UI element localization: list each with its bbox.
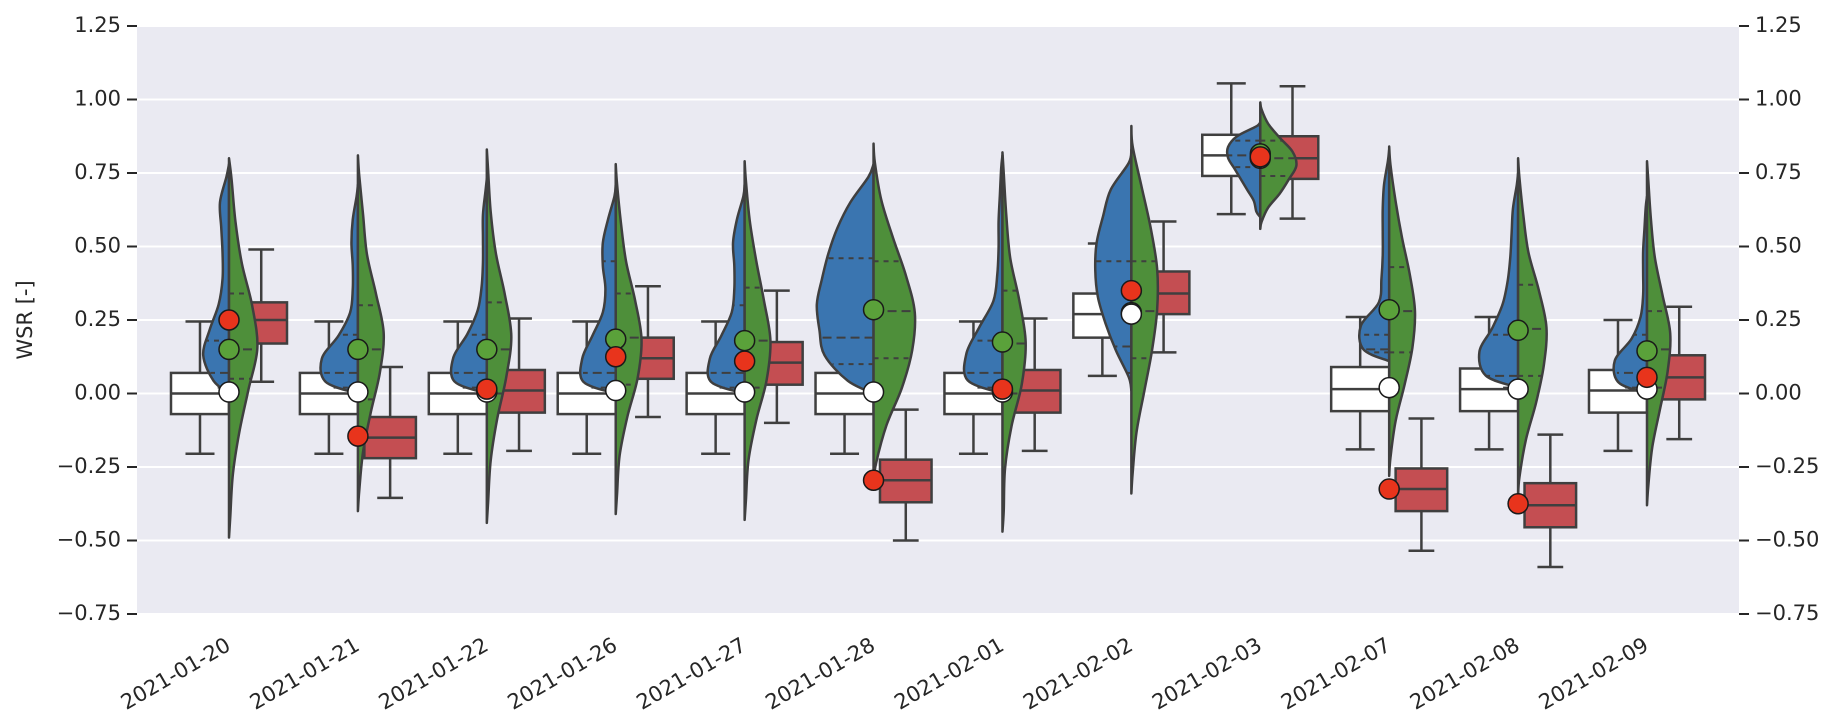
dot (1507, 378, 1529, 400)
violin-half (449, 177, 489, 395)
y2-tick-label: −0.25 (1755, 454, 1819, 478)
x-tick-label: 2021-02-02 (1019, 633, 1137, 715)
dot (1636, 366, 1658, 389)
x-tick-label: 2021-01-21 (246, 633, 364, 715)
dot (1378, 298, 1400, 321)
dot (991, 331, 1014, 353)
x-tick-label: 2021-01-22 (375, 633, 493, 715)
x-tick-label: 2021-02-07 (1277, 633, 1395, 715)
x-tick-label: 2021-02-01 (890, 633, 1008, 715)
x-tick-label: 2021-01-28 (761, 633, 879, 715)
y-tick-label: −0.75 (57, 601, 121, 625)
y2-tick-label: −0.50 (1755, 528, 1819, 552)
x-tick-label: 2021-02-09 (1535, 633, 1653, 715)
y-tick-label: −0.50 (57, 528, 121, 552)
dot (218, 338, 240, 361)
x-tick-label: 2021-01-27 (632, 633, 750, 715)
violin-half (614, 162, 643, 516)
y2-tick-label: −0.75 (1755, 601, 1819, 625)
dot (1378, 478, 1400, 500)
dot (1507, 493, 1529, 515)
violin-half (1225, 118, 1262, 219)
violin-half (815, 162, 875, 395)
x-tick-label: 2021-02-03 (1148, 633, 1266, 715)
dot (991, 378, 1014, 400)
dot (347, 338, 369, 361)
y-tick-label: 1.25 (74, 13, 121, 37)
violin-half (1130, 124, 1160, 495)
dot (1636, 340, 1658, 362)
dot (347, 425, 369, 447)
y-tick-label: 0.50 (74, 234, 121, 258)
violin-half (227, 157, 259, 539)
y2-tick-label: 1.25 (1755, 13, 1802, 37)
violin-half (201, 162, 231, 395)
violin-half (1645, 159, 1672, 507)
dot (862, 469, 885, 491)
violin-half (319, 183, 360, 395)
x-tick-label: 2021-01-20 (117, 633, 235, 715)
dot (347, 381, 369, 403)
dot (604, 346, 627, 368)
y-tick-label: 0.75 (74, 160, 121, 184)
dot (1507, 319, 1529, 342)
violin-half (1093, 148, 1133, 392)
dot (1249, 146, 1272, 168)
x-tick-label: 2021-02-08 (1406, 633, 1524, 715)
y2-tick-label: 0.75 (1755, 160, 1802, 184)
dot (604, 379, 627, 402)
dot (218, 309, 240, 331)
y2-tick-label: 1.00 (1755, 87, 1802, 111)
violin-half (1001, 151, 1027, 533)
x-tick-label: 2021-01-26 (504, 633, 622, 715)
violin-half (485, 148, 513, 525)
y2-tick-label: 0.50 (1755, 234, 1802, 258)
violin-half (962, 154, 1004, 395)
dot (733, 381, 756, 403)
dot (1120, 303, 1143, 325)
dot (862, 298, 885, 321)
dot (476, 378, 498, 400)
y2-tick-label: 0.00 (1755, 381, 1802, 405)
violin-half (743, 159, 772, 522)
dot (733, 329, 756, 352)
y2-tick-label: 0.25 (1755, 307, 1802, 331)
y-axis-label: WSR [-] (13, 280, 37, 359)
dot (1120, 279, 1143, 302)
violin-half (1259, 101, 1298, 231)
violin-half (872, 142, 917, 483)
y-tick-label: 0.25 (74, 307, 121, 331)
dot (218, 381, 240, 403)
violin-half (1516, 157, 1548, 498)
y-tick-label: −0.25 (57, 454, 121, 478)
dot (733, 350, 756, 372)
dot (1378, 376, 1400, 399)
violin-half (356, 154, 386, 513)
dot (476, 338, 498, 361)
y-tick-label: 0.00 (74, 381, 121, 405)
dot (862, 381, 885, 403)
y-tick-label: 1.00 (74, 87, 121, 111)
